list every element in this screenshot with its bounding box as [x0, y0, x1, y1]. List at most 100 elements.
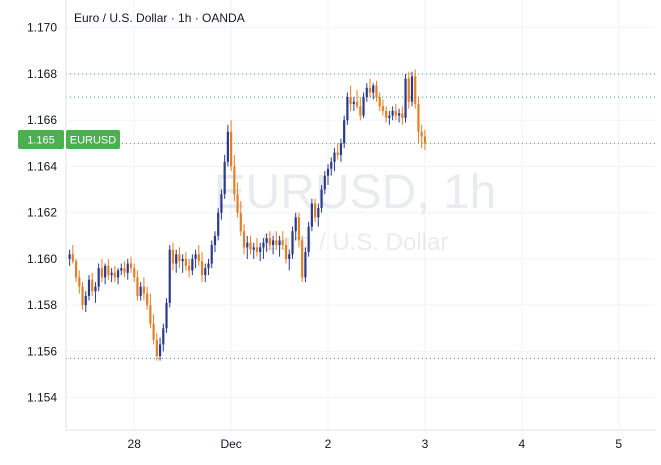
- candle[interactable]: [188, 258, 191, 278]
- candle[interactable]: [155, 332, 158, 361]
- candle[interactable]: [291, 226, 294, 259]
- candle[interactable]: [162, 323, 165, 352]
- candle[interactable]: [68, 249, 71, 266]
- candle[interactable]: [168, 245, 171, 308]
- candle[interactable]: [397, 108, 401, 123]
- candle[interactable]: [404, 73, 407, 123]
- candle[interactable]: [262, 238, 265, 259]
- candle[interactable]: [249, 235, 252, 255]
- candle[interactable]: [81, 282, 84, 310]
- candle[interactable]: [74, 258, 78, 283]
- candle[interactable]: [275, 231, 278, 250]
- candle[interactable]: [417, 97, 420, 144]
- candle[interactable]: [265, 233, 268, 252]
- candle[interactable]: [133, 263, 136, 283]
- candle[interactable]: [110, 268, 113, 283]
- candle[interactable]: [120, 263, 123, 276]
- candle[interactable]: [242, 224, 246, 255]
- candle[interactable]: [123, 261, 126, 278]
- candle[interactable]: [100, 258, 104, 283]
- candle[interactable]: [378, 92, 381, 111]
- candle[interactable]: [388, 110, 391, 125]
- candle[interactable]: [146, 286, 149, 310]
- candle[interactable]: [152, 314, 155, 345]
- candle[interactable]: [246, 235, 249, 259]
- candle[interactable]: [355, 90, 359, 109]
- candle[interactable]: [255, 238, 259, 257]
- candle[interactable]: [142, 277, 146, 301]
- candle[interactable]: [220, 189, 223, 220]
- candle[interactable]: [423, 129, 427, 151]
- candle[interactable]: [233, 154, 236, 202]
- candle[interactable]: [294, 212, 297, 241]
- candle[interactable]: [317, 203, 320, 227]
- candle[interactable]: [236, 182, 239, 218]
- candle[interactable]: [87, 275, 91, 301]
- candle[interactable]: [323, 171, 326, 195]
- candle[interactable]: [78, 270, 81, 294]
- candle[interactable]: [194, 249, 197, 269]
- candle[interactable]: [113, 265, 116, 283]
- candle[interactable]: [420, 124, 423, 148]
- candle[interactable]: [191, 254, 194, 276]
- candle[interactable]: [165, 298, 168, 333]
- candle[interactable]: [272, 235, 275, 255]
- candle[interactable]: [375, 80, 378, 102]
- candle[interactable]: [268, 231, 271, 250]
- candle[interactable]: [136, 270, 139, 301]
- candle[interactable]: [326, 164, 330, 185]
- candle[interactable]: [171, 242, 175, 271]
- candle[interactable]: [104, 263, 107, 285]
- candle[interactable]: [385, 106, 388, 123]
- candle[interactable]: [184, 251, 187, 271]
- candle[interactable]: [330, 157, 333, 176]
- candle[interactable]: [210, 240, 213, 269]
- price-axis[interactable]: 1.170 1.168 1.166 1.165 1.164 1.162 1.160 1.158…: [27, 21, 57, 405]
- candle[interactable]: [336, 143, 339, 160]
- candle[interactable]: [284, 238, 288, 264]
- candle[interactable]: [313, 198, 317, 222]
- candle[interactable]: [368, 78, 372, 98]
- candle[interactable]: [394, 104, 397, 121]
- candle[interactable]: [343, 115, 346, 148]
- time-axis[interactable]: 28 Dec 2 3 4 5: [128, 437, 623, 451]
- candle[interactable]: [304, 247, 307, 283]
- candle[interactable]: [181, 254, 184, 273]
- candle[interactable]: [204, 263, 207, 283]
- candle[interactable]: [414, 69, 417, 109]
- candle[interactable]: [126, 258, 129, 280]
- candle[interactable]: [288, 249, 291, 271]
- candle[interactable]: [217, 208, 220, 241]
- candle[interactable]: [259, 242, 262, 262]
- candle[interactable]: [381, 99, 385, 116]
- candle[interactable]: [346, 92, 349, 125]
- candle[interactable]: [333, 147, 336, 172]
- candle[interactable]: [297, 212, 301, 248]
- candle[interactable]: [129, 256, 133, 273]
- candle[interactable]: [401, 106, 404, 125]
- candle[interactable]: [320, 184, 323, 213]
- candle[interactable]: [175, 249, 178, 273]
- candle[interactable]: [94, 282, 97, 303]
- candle[interactable]: [362, 92, 365, 118]
- candle[interactable]: [339, 138, 343, 162]
- candle[interactable]: [149, 293, 152, 329]
- candle[interactable]: [372, 83, 375, 100]
- candle[interactable]: [107, 258, 110, 280]
- candle[interactable]: [71, 245, 74, 264]
- candle[interactable]: [365, 83, 368, 102]
- candle[interactable]: [278, 235, 281, 257]
- candle[interactable]: [230, 120, 233, 172]
- candle[interactable]: [200, 251, 204, 283]
- candle[interactable]: [281, 231, 284, 250]
- candle[interactable]: [407, 71, 410, 109]
- candle[interactable]: [91, 272, 94, 296]
- candle[interactable]: [349, 85, 352, 111]
- candle[interactable]: [252, 242, 255, 259]
- candle[interactable]: [410, 71, 414, 107]
- candles[interactable]: [68, 69, 427, 361]
- candle[interactable]: [226, 124, 229, 167]
- candle[interactable]: [307, 221, 310, 257]
- candle[interactable]: [158, 337, 162, 361]
